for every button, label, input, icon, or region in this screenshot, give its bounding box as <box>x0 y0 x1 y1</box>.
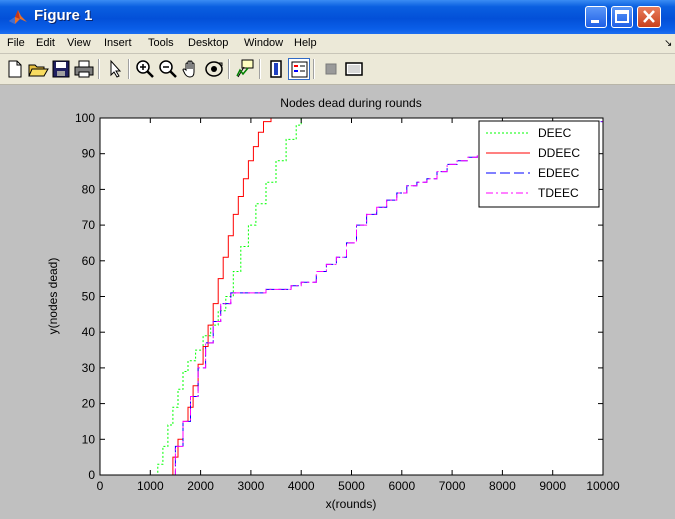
legend-entries: DEEC DDEEC EDEEC TDEEC <box>486 126 580 200</box>
close-button[interactable] <box>637 6 661 28</box>
toolbar-separator <box>259 59 261 79</box>
hide-plot-tools-icon <box>325 63 337 75</box>
pan-hand-icon <box>182 60 195 78</box>
toolbar-separator <box>128 59 130 79</box>
window-title: Figure 1 <box>34 7 93 24</box>
rotate-3d-icon <box>205 61 223 77</box>
x-tick-label: 1000 <box>137 479 164 493</box>
x-tick-label: 9000 <box>539 479 566 493</box>
open-file-icon <box>28 64 49 77</box>
print-icon <box>74 60 94 78</box>
x-tick-label: 4000 <box>288 479 315 493</box>
y-tick-label: 40 <box>82 325 96 339</box>
x-tick-label: 5000 <box>338 479 365 493</box>
menu-window[interactable]: Window <box>244 37 284 49</box>
legend-label-tdeec: TDEEC <box>538 186 579 200</box>
print-button[interactable] <box>73 58 95 80</box>
matlab-logo-icon <box>9 10 27 24</box>
minimize-button[interactable] <box>585 6 607 28</box>
save-icon <box>52 60 70 78</box>
insert-legend-button[interactable] <box>288 58 310 80</box>
save-button[interactable] <box>50 58 72 80</box>
legend-label-edeec: EDEEC <box>538 166 580 180</box>
y-tick-label: 0 <box>88 468 95 482</box>
y-tick-label: 20 <box>82 397 96 411</box>
y-tick-label: 30 <box>82 361 96 375</box>
series-line-deec <box>100 117 603 476</box>
y-tick-label: 90 <box>82 147 96 161</box>
insert-colorbar-button[interactable] <box>265 58 287 80</box>
x-tick-label: 8000 <box>489 479 516 493</box>
menu-help[interactable]: Help <box>294 37 317 49</box>
y-tick-label: 60 <box>82 254 96 268</box>
x-tick-label: 0 <box>97 479 104 493</box>
chart-title: Nodes dead during rounds <box>280 96 421 110</box>
y-tick-label: 50 <box>82 290 96 304</box>
menu-desktop[interactable]: Desktop <box>188 37 229 49</box>
y-tick-label: 70 <box>82 218 96 232</box>
legend-label-deec: DEEC <box>538 126 572 140</box>
y-tick-label: 80 <box>82 182 96 196</box>
close-icon <box>643 10 655 23</box>
zoom-in-button[interactable] <box>134 58 156 80</box>
legend-label-ddeec: DDEEC <box>538 146 580 160</box>
pointer-icon <box>110 59 122 78</box>
menu-tools[interactable]: Tools <box>148 37 174 49</box>
toolbar-separator <box>98 59 100 79</box>
x-axis-label: x(rounds) <box>326 497 377 511</box>
zoom-out-button[interactable] <box>157 58 179 80</box>
x-tick-label: 3000 <box>238 479 265 493</box>
legend[interactable]: DEEC DDEEC EDEEC TDEEC <box>478 120 600 208</box>
figure-toolbar <box>0 54 675 85</box>
y-tick-label: 10 <box>82 432 96 446</box>
hide-plot-tools-button[interactable] <box>320 58 342 80</box>
menu-insert[interactable]: Insert <box>104 37 132 49</box>
show-plot-tools-icon <box>345 62 363 76</box>
menu-bar: File Edit View Insert Tools Desktop Wind… <box>0 34 675 54</box>
ticks-layer: 0 1000 2000 3000 4000 5000 6000 7000 8000 9000 100… <box>75 111 620 493</box>
legend-box <box>478 120 600 208</box>
toolbar-separator <box>313 59 315 79</box>
edit-plot-button[interactable] <box>104 58 126 80</box>
y-axis-label: y(nodes dead) <box>46 258 60 335</box>
data-cursor-button[interactable] <box>234 58 256 80</box>
new-figure-icon <box>8 60 22 78</box>
minimize-icon <box>591 20 599 23</box>
open-file-button[interactable] <box>27 58 49 80</box>
x-tick-label: 10000 <box>586 479 620 493</box>
menu-edit[interactable]: Edit <box>36 37 55 49</box>
y-tick-label: 100 <box>75 111 95 125</box>
zoom-out-icon <box>159 60 177 78</box>
pan-button[interactable] <box>180 58 202 80</box>
x-tick-label: 7000 <box>439 479 466 493</box>
x-tick-label: 6000 <box>388 479 415 493</box>
menu-view[interactable]: View <box>67 37 91 49</box>
colorbar-icon <box>270 60 282 78</box>
maximize-icon <box>615 10 629 23</box>
maximize-button[interactable] <box>611 6 633 28</box>
new-figure-button[interactable] <box>4 58 26 80</box>
show-plot-tools-button[interactable] <box>343 58 365 80</box>
data-cursor-icon <box>236 59 254 78</box>
zoom-in-icon <box>136 60 154 78</box>
toolbar-separator <box>228 59 230 79</box>
menu-overflow-icon[interactable]: ↘ <box>664 38 673 49</box>
rotate-3d-button[interactable] <box>203 58 225 80</box>
legend-icon <box>291 61 308 78</box>
x-tick-label: 2000 <box>187 479 214 493</box>
menu-file[interactable]: File <box>7 37 25 49</box>
plot-canvas[interactable]: Nodes dead during rounds 0 1000 2000 3000 40… <box>0 85 675 519</box>
title-bar[interactable]: Figure 1 <box>0 0 675 34</box>
